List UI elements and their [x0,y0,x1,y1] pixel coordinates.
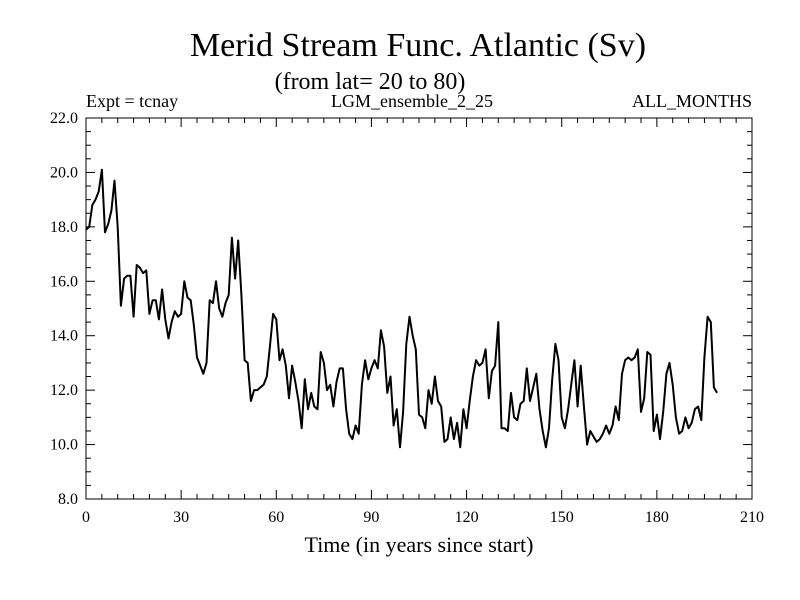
x-axis-label: Time (in years since start) [305,532,534,557]
x-tick-label: 0 [82,509,90,526]
x-tick-label: 30 [173,509,189,526]
axes: 0 30 60 90 120 150 180 210 8.0 10.0 12.0 14.0 16.0 18… [50,110,764,526]
y-tick-label: 12.0 [50,382,78,399]
y-tick-label: 22.0 [50,110,78,127]
y-tick-label: 16.0 [50,273,78,290]
x-tick-label: 90 [363,509,379,526]
x-tick-label: 150 [550,509,574,526]
series-line [85,168,718,449]
y-tick-label: 18.0 [50,219,78,236]
header-right: ALL_MONTHS [632,91,752,111]
x-tick-label: 210 [740,509,764,526]
x-tick-label: 120 [455,509,479,526]
y-tick-label: 14.0 [50,328,78,345]
header-left: Expt = tcnay [86,91,178,111]
y-tick-label: 20.0 [50,164,78,181]
plot-frame [85,117,753,500]
y-tick-label: 8.0 [58,491,78,508]
x-tick-label: 60 [268,509,284,526]
header-center: LGM_ensemble_2_25 [331,91,493,111]
chart-subtitle: (from lat= 20 to 80) [275,69,466,95]
chart-title: Merid Stream Func. Atlantic (Sv) [190,27,646,64]
x-tick-label: 180 [645,509,669,526]
y-tick-label: 10.0 [50,437,78,454]
